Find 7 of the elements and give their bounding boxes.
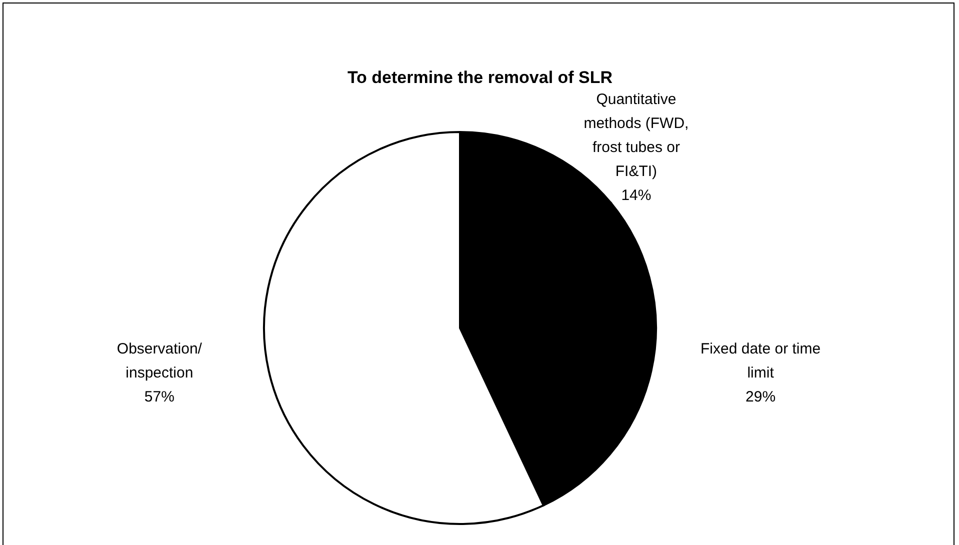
data-label: 57% [144, 388, 174, 406]
slice-label: Fixed date or time limit [700, 340, 821, 382]
data-label: 29% [746, 388, 776, 406]
slice-label: Observation/ inspection [116, 340, 203, 382]
chart-title: To determine the removal of SLR [347, 68, 613, 87]
slice-label: Quantitative methods (FWD, frost tubes or FI&TI) [584, 91, 689, 180]
data-label: 14% [621, 187, 652, 204]
